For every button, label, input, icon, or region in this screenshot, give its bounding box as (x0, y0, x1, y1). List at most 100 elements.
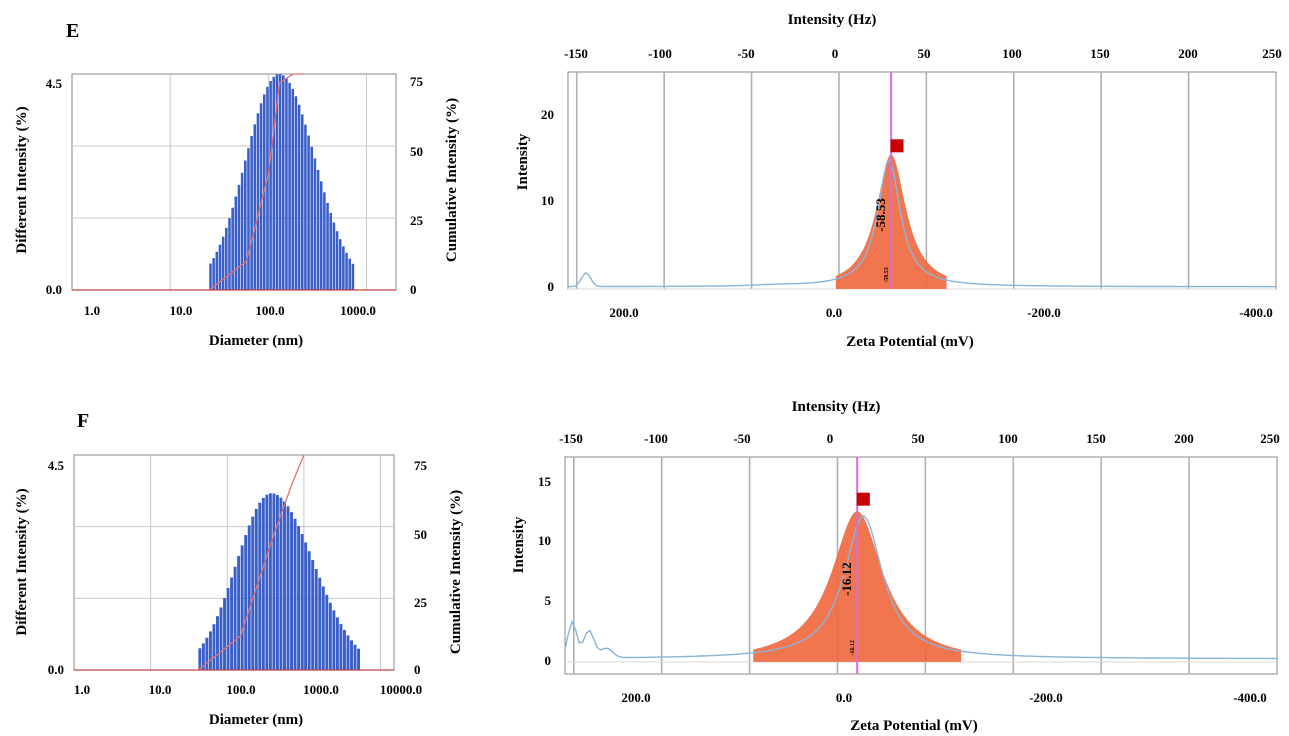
x-tick-label: -400.0 (1239, 305, 1273, 320)
x-tick-label: 10.0 (149, 682, 172, 697)
x-tick-label: -200.0 (1027, 305, 1061, 320)
x2-tick-label: -50 (737, 46, 754, 61)
y2-tick-label: 0 (410, 282, 417, 297)
y2-tick-label: 0 (414, 662, 421, 677)
y-tick-label: 0 (548, 279, 555, 294)
bar (310, 146, 314, 290)
bar (342, 629, 346, 670)
y2-tick-label: 25 (410, 213, 424, 228)
x-axis-title: Zeta Potential (mV) (850, 718, 977, 734)
x2-tick-label: -150 (559, 431, 583, 446)
bar (321, 586, 325, 670)
bar (291, 88, 295, 290)
x2-tick-labels: -150 -100 -50 0 50 100 150 200 250 (559, 431, 1280, 446)
x2-tick-label: 50 (912, 431, 925, 446)
x-tick-label: 200.0 (621, 690, 650, 705)
y2-tick-label: 75 (410, 74, 424, 89)
x-tick-label: 1.0 (74, 682, 90, 697)
x-tick-label: 0.0 (826, 305, 842, 320)
grid (74, 455, 394, 670)
bar (297, 104, 301, 290)
y-tick-label: 0.0 (48, 662, 64, 677)
panel-label-e: E (66, 20, 79, 42)
bar (351, 263, 355, 290)
y-tick-label: 15 (538, 474, 552, 489)
bar (304, 124, 307, 290)
bar (212, 258, 215, 290)
panel-label-f: F (77, 410, 89, 432)
bar (290, 512, 294, 670)
bar (275, 495, 279, 670)
bar (316, 169, 320, 290)
peak-value-label: -58.53 (873, 198, 888, 232)
bar (300, 534, 304, 670)
bar (253, 124, 257, 290)
bar (335, 231, 339, 290)
y2-axis-title: Cumulative Intensity (%) (448, 490, 464, 654)
bar (212, 624, 216, 670)
bar (338, 239, 342, 290)
bar (288, 82, 291, 290)
bar (279, 497, 283, 670)
x-tick-label: 100.0 (255, 303, 284, 318)
x-tick-label: -400.0 (1233, 690, 1267, 705)
bar (335, 617, 339, 670)
bar (244, 160, 247, 290)
x-tick-label: 1000.0 (303, 682, 339, 697)
x2-tick-label: -100 (648, 46, 672, 61)
x-tick-label: 200.0 (609, 305, 638, 320)
bar (265, 494, 269, 670)
bar (357, 648, 361, 670)
bar (272, 76, 276, 290)
bar (346, 635, 350, 670)
bar (237, 184, 241, 290)
bar (339, 623, 343, 670)
x-tick-label: -200.0 (1029, 690, 1063, 705)
bar (325, 594, 329, 670)
x2-tick-label: -150 (564, 46, 588, 61)
bar (215, 251, 219, 290)
y-tick-label: 0.0 (46, 282, 62, 297)
bar (300, 114, 304, 290)
bar (251, 516, 255, 670)
bar (283, 501, 286, 670)
cumulative-line (197, 454, 305, 671)
bar (230, 577, 234, 670)
bar (268, 493, 272, 670)
x2-axis-title: Intensity (Hz) (792, 399, 881, 415)
peak-value-label: -16.12 (839, 562, 854, 596)
bar (240, 545, 244, 670)
bar (201, 643, 205, 670)
bar (219, 607, 223, 670)
x2-tick-label: 250 (1262, 46, 1282, 61)
bar (313, 158, 317, 290)
x2-tick-label: 200 (1174, 431, 1194, 446)
y-axis-title: Different Intensity (%) (14, 106, 30, 253)
bar (345, 252, 348, 290)
x2-tick-label: 100 (998, 431, 1018, 446)
bar (225, 227, 228, 290)
x-tick-label: 1000.0 (340, 303, 376, 318)
bar (294, 96, 298, 291)
y2-tick-label: 75 (414, 458, 428, 473)
bar (342, 246, 345, 290)
bar (231, 207, 234, 290)
bar (258, 502, 262, 670)
bar (314, 568, 318, 670)
x-tick-labels: 200.0 0.0 -200.0 -400.0 (609, 305, 1272, 320)
y-tick-label: 4.5 (46, 76, 63, 91)
x-tick-labels: 200.0 0.0 -200.0 -400.0 (621, 690, 1266, 705)
bar (353, 644, 357, 670)
bar (205, 637, 209, 670)
y2-tick-label: 25 (414, 595, 428, 610)
y2-tick-label: 50 (410, 144, 423, 159)
bar (216, 616, 219, 670)
bar-series (209, 74, 355, 291)
peak-marker-label: -16.12 (850, 640, 856, 656)
y2-axis-title: Cumulative Intensity (%) (444, 98, 460, 262)
y-tick-label: 4.5 (48, 458, 65, 473)
bar (304, 542, 308, 670)
grid (565, 457, 1277, 674)
bar (228, 218, 231, 290)
bar (328, 602, 332, 670)
